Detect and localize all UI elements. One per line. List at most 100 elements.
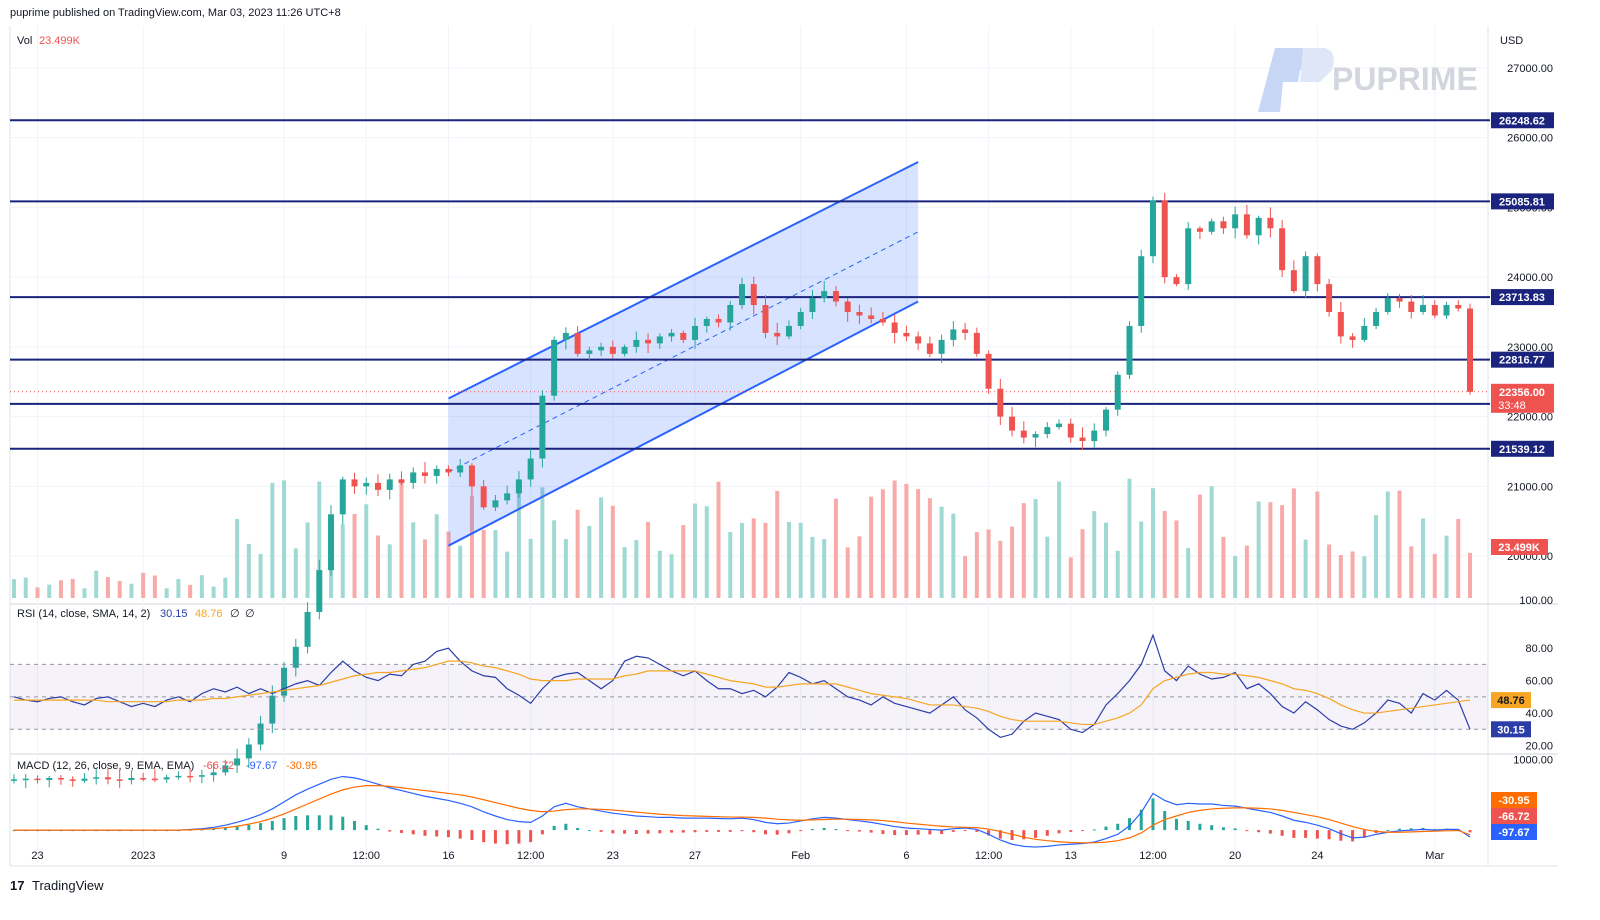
level-badge bbox=[1491, 351, 1554, 368]
volume-bar bbox=[387, 544, 392, 598]
macd-histogram-bar bbox=[1292, 830, 1296, 838]
candle-body bbox=[69, 779, 76, 781]
volume-bar bbox=[199, 575, 204, 598]
level-badge bbox=[1491, 112, 1554, 129]
candle-body bbox=[1232, 214, 1239, 229]
candle-body bbox=[997, 388, 1004, 417]
volume-bar bbox=[434, 514, 439, 598]
volume-bar bbox=[728, 532, 733, 598]
candle-body bbox=[950, 329, 957, 340]
rsi-tick-label: 80.00 bbox=[1525, 643, 1553, 655]
channel-median-line bbox=[448, 231, 919, 473]
volume-bar bbox=[129, 583, 134, 598]
macd-histogram-bar bbox=[951, 830, 955, 832]
candle-body bbox=[692, 325, 699, 340]
candle-body bbox=[903, 332, 910, 337]
macd-histogram-bar bbox=[998, 830, 1002, 839]
macd-badge bbox=[1491, 808, 1537, 824]
macd-histogram-bar bbox=[306, 815, 310, 831]
volume-bar bbox=[364, 504, 369, 598]
volume-bar bbox=[399, 479, 404, 598]
macd-histogram-bar bbox=[364, 825, 368, 831]
candle-body bbox=[504, 493, 511, 501]
candle-body bbox=[1079, 437, 1086, 442]
candle-body bbox=[151, 778, 158, 781]
volume-bar bbox=[152, 575, 157, 598]
candle-body bbox=[386, 479, 393, 490]
macd-histogram-bar bbox=[1198, 823, 1202, 831]
candle-body bbox=[879, 318, 886, 323]
volume-bar bbox=[481, 529, 486, 598]
volume-badge bbox=[1491, 539, 1548, 555]
candle-body bbox=[633, 339, 640, 347]
candle-body bbox=[1443, 305, 1450, 316]
volume-legend-value: 23.499K bbox=[39, 35, 81, 47]
macd-histogram-bar bbox=[282, 818, 286, 831]
volume-bar bbox=[704, 506, 709, 598]
candle-body bbox=[93, 777, 100, 779]
volume-bar bbox=[610, 505, 615, 598]
macd-histogram-bar bbox=[1468, 830, 1472, 833]
volume-bar bbox=[998, 540, 1003, 598]
macd-histogram-bar bbox=[259, 823, 263, 831]
candle-body bbox=[1467, 308, 1473, 392]
volume-bar bbox=[1303, 539, 1308, 598]
volume-bar bbox=[552, 520, 557, 598]
candle-body bbox=[774, 332, 781, 337]
price-tick-label: 23000.00 bbox=[1507, 342, 1553, 354]
candle-body bbox=[1420, 305, 1427, 312]
candle-body bbox=[1326, 284, 1333, 312]
candle-body bbox=[1173, 277, 1180, 285]
volume-bar bbox=[1468, 552, 1472, 598]
candle-body bbox=[586, 350, 593, 354]
candle-body bbox=[515, 479, 522, 494]
candle-body bbox=[539, 395, 546, 459]
footer-brand: TradingView bbox=[32, 878, 104, 893]
volume-scale-label: 100.00 bbox=[1519, 595, 1553, 607]
candle-body bbox=[445, 468, 452, 473]
macd-histogram-bar bbox=[810, 829, 814, 831]
volume-bar bbox=[188, 584, 193, 598]
rsi-line bbox=[13, 633, 1471, 739]
macd-histogram-bar bbox=[1221, 827, 1225, 831]
macd-histogram-bar bbox=[787, 830, 791, 834]
rsi-badge-text: 48.76 bbox=[1497, 695, 1525, 707]
candle-body bbox=[128, 777, 135, 781]
volume-bar bbox=[751, 518, 756, 598]
candle-body bbox=[433, 468, 440, 476]
volume-bar bbox=[528, 538, 533, 598]
volume-bar bbox=[505, 551, 510, 598]
macd-histogram-bar bbox=[881, 830, 885, 834]
candle-body bbox=[797, 312, 804, 326]
candle-body bbox=[574, 332, 581, 354]
candle-body bbox=[809, 298, 816, 312]
candle-body bbox=[46, 777, 53, 781]
volume-bar bbox=[740, 522, 744, 598]
time-tick-label: 12:00 bbox=[517, 850, 545, 862]
candle-body bbox=[269, 695, 276, 724]
candle-body bbox=[1044, 427, 1051, 435]
candle-body bbox=[551, 339, 558, 396]
volume-bar bbox=[35, 587, 40, 598]
candle-body bbox=[821, 291, 828, 299]
candle-body bbox=[715, 318, 722, 323]
time-tick-label: 2023 bbox=[131, 850, 155, 862]
macd-histogram-bar bbox=[599, 830, 603, 832]
candle-body bbox=[1431, 305, 1438, 316]
candle-body bbox=[598, 346, 605, 351]
candle-body bbox=[457, 465, 464, 473]
macd-histogram-bar bbox=[470, 830, 474, 840]
volume-bar bbox=[1256, 501, 1261, 598]
candle-body bbox=[621, 346, 628, 354]
volume-bar bbox=[622, 547, 627, 598]
candle-body bbox=[304, 611, 311, 647]
volume-bar bbox=[1092, 511, 1097, 598]
volume-bar bbox=[1385, 491, 1390, 598]
level-badge bbox=[1491, 440, 1554, 457]
rsi-legend-title: RSI (14, close, SMA, 14, 2) bbox=[17, 608, 150, 620]
volume-bar bbox=[833, 498, 838, 598]
tradingview-logo: 17 TradingView bbox=[10, 878, 104, 893]
candle-body bbox=[421, 472, 428, 476]
macd-histogram-bar bbox=[411, 830, 415, 835]
rsi-legend-empty-1: ∅ bbox=[230, 608, 240, 620]
